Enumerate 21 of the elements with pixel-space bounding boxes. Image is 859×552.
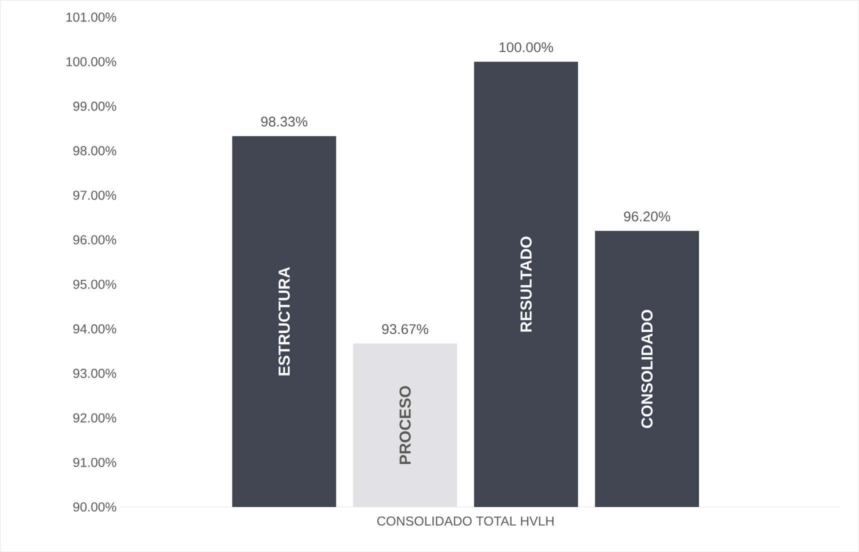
y-tick-label: 92.00% (73, 413, 116, 422)
y-tick-label: 99.00% (73, 102, 116, 111)
y-tick-label: 90.00% (73, 502, 116, 512)
y-tick-label: 94.00% (73, 324, 116, 334)
series-label: CONSOLIDADO (641, 310, 653, 428)
data-label: 96.20% (624, 211, 670, 222)
y-tick-label: 91.00% (73, 458, 116, 467)
x-tick-label: CONSOLIDADO TOTAL HVLH (377, 516, 554, 526)
y-tick-label: 93.00% (73, 368, 116, 378)
y-tick-label: 100.00% (66, 57, 116, 66)
data-label: 93.67% (382, 324, 428, 334)
y-tick-label: 98.00% (73, 146, 116, 156)
series-label: PROCESO (399, 386, 411, 464)
series-label: ESTRUCTURA (278, 267, 290, 376)
series-label: RESULTADO (520, 236, 532, 332)
y-tick-label: 95.00% (73, 280, 116, 289)
y-tick-label: 97.00% (73, 190, 116, 200)
data-label: 98.33% (261, 116, 308, 126)
data-label: 100.00% (500, 42, 554, 52)
y-tick-label: 96.00% (73, 235, 116, 244)
y-tick-label: 101.00% (66, 12, 116, 22)
